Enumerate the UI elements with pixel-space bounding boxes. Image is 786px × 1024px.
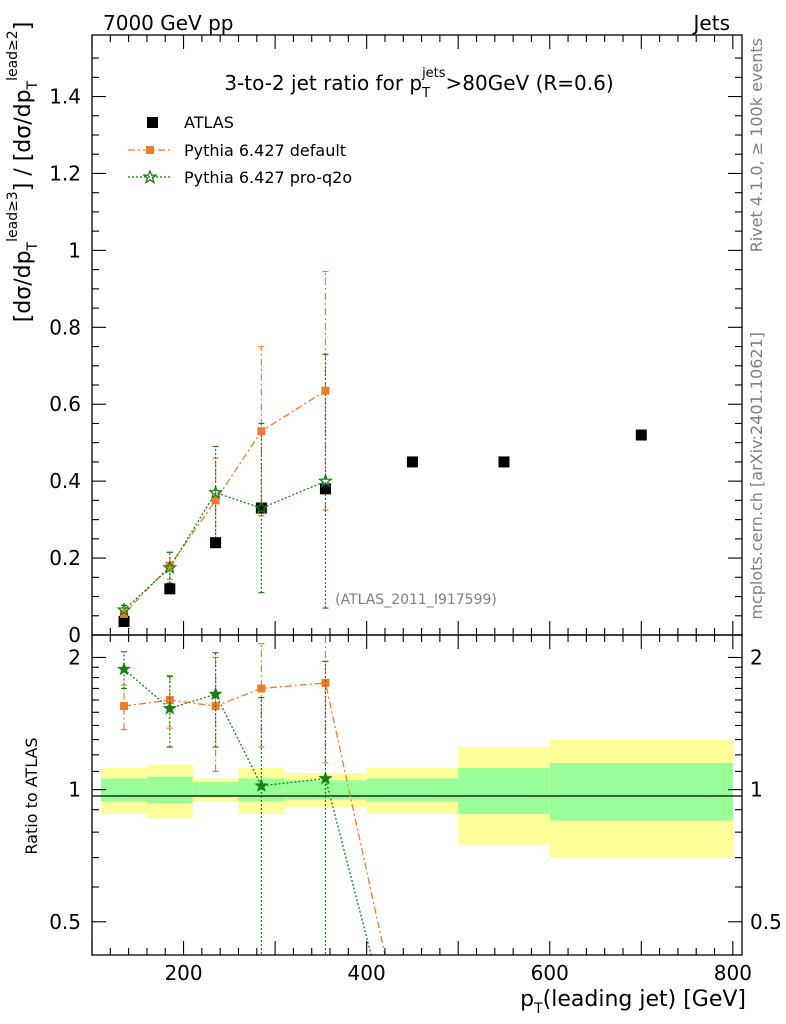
ratio-y-tick-label-right: 2 [750, 645, 763, 669]
analysis-watermark: (ATLAS_2011_I917599) [335, 592, 497, 608]
ratio-line-2 [123, 668, 372, 956]
default-ratio-point [120, 702, 129, 711]
ratio-y-tick-label: 1 [68, 778, 81, 802]
atlas-data-point [635, 429, 647, 441]
legend-default-label: Pythia 6.427 default [184, 141, 346, 160]
atlas-data-point [406, 456, 418, 468]
proq2o-ratio-point [116, 661, 132, 676]
default-data-point [120, 609, 129, 618]
default-data-point [165, 561, 174, 570]
default-data-point [257, 427, 266, 436]
ratio-band-inner [146, 776, 193, 804]
default-ratio-point [321, 678, 330, 687]
y-tick-label: 1 [68, 238, 81, 262]
legend-atlas-label: ATLAS [184, 113, 234, 132]
y-tick-label: 1.4 [49, 85, 81, 109]
y-tick-label: 0 [68, 623, 81, 647]
legend: ATLAS Pythia 6.427 default Pythia 6.427 … [128, 113, 352, 187]
atlas-data-point [164, 583, 176, 595]
x-tick-label: 400 [348, 961, 386, 985]
legend-proq2o-label: Pythia 6.427 pro-q2o [184, 168, 352, 187]
proq2o-data-point [162, 559, 178, 574]
ratio-y-tick-label: 2 [68, 645, 81, 669]
side-mcplots-label: mcplots.cern.ch [arXiv:2401.10621] [747, 332, 766, 620]
default-ratio-point [257, 684, 266, 693]
proq2o-data-point [317, 473, 334, 488]
x-tick-label: 600 [531, 961, 569, 985]
ratio-band-inner [101, 778, 147, 802]
proq2o-data-point [253, 500, 269, 515]
ratio-band-inner [458, 768, 550, 814]
ratio-band-inner [366, 778, 459, 802]
y-tick-label: 0.2 [49, 546, 81, 570]
atlas-data-point [498, 456, 510, 468]
y-tick-label: 1.2 [49, 161, 81, 185]
atlas-data-point [319, 483, 331, 495]
ratio-y-axis-label: Ratio to ATLAS [22, 737, 41, 854]
x-tick-label: 800 [714, 961, 752, 985]
y-tick-label: 0.4 [49, 469, 81, 493]
atlas-data-point [118, 616, 130, 628]
side-rivet-label: Rivet 4.1.0, ≥ 100k events [747, 38, 766, 252]
proq2o-data-point [208, 484, 224, 499]
legend-default-marker [146, 146, 154, 154]
main-panel-series [116, 270, 647, 628]
legend-proq2o-marker [142, 169, 158, 185]
chart-title: 3-to-2 jet ratio for pTjets>80GeV (R=0.6… [224, 66, 613, 101]
ratio-band-inner [192, 782, 239, 798]
x-axis-label: pT(leading jet) [GeV] [520, 987, 746, 1017]
ratio-panel-frame [91, 634, 743, 956]
series-line-2 [123, 480, 326, 611]
legend-atlas-marker [147, 117, 158, 128]
default-data-point [211, 496, 220, 505]
proq2o-ratio-point [318, 771, 333, 785]
ratio-y-tick-label-right: 1 [750, 778, 763, 802]
series-line-1 [123, 390, 326, 615]
y-tick-label: 0.8 [49, 315, 81, 339]
atlas-data-point [210, 537, 222, 549]
proq2o-data-point [116, 602, 132, 617]
x-tick-label: 200 [164, 961, 202, 985]
proq2o-ratio-point [208, 686, 223, 701]
ratio-y-tick-label: 0.5 [49, 910, 81, 934]
axes: 200 400 600 800 0 0.2 0.4 0.6 0.8 1 1.2 1.4 0.5 0.5 1 1… [49, 35, 782, 985]
ratio-band-inner [549, 762, 733, 821]
y-tick-label: 0.6 [49, 392, 81, 416]
atlas-data-point [255, 502, 267, 514]
default-data-point [321, 386, 330, 395]
y-axis-label: [dσ/dpTlead≥3] / [dσ/dpTlead≥2] [5, 22, 41, 323]
proq2o-ratio-point [162, 701, 177, 715]
ratio-uncertainty-bands [101, 739, 733, 858]
header-process-label: Jets [692, 11, 730, 35]
default-ratio-point [165, 695, 174, 704]
ratio-y-tick-label-right: 0.5 [750, 910, 782, 934]
header-energy-label: 7000 GeV pp [103, 11, 234, 35]
proq2o-ratio-point [254, 778, 269, 792]
ratio-line-1 [123, 682, 386, 956]
ratio-panel-series [116, 636, 386, 956]
